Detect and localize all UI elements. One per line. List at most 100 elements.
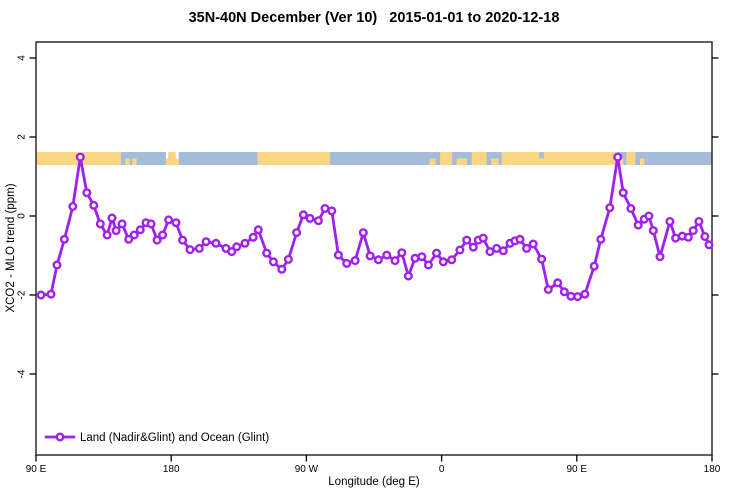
data-point — [164, 215, 174, 225]
data-point — [485, 247, 495, 257]
band-segment-land — [617, 158, 624, 166]
data-point — [178, 235, 188, 245]
data-point — [648, 226, 658, 236]
data-point — [232, 242, 242, 252]
data-point — [573, 292, 583, 302]
band-segment-land — [491, 158, 499, 166]
data-point — [102, 230, 112, 240]
x-tick-label: 0 — [439, 464, 445, 475]
data-point — [553, 278, 563, 288]
data-point — [327, 206, 337, 216]
data-point — [333, 250, 343, 260]
band-segment-land — [456, 158, 468, 166]
chart-title: 35N-40N December (Ver 10) 2015-01-01 to … — [188, 10, 560, 26]
band-segment-land — [512, 152, 618, 166]
data-point — [655, 252, 665, 262]
data-point — [417, 252, 427, 262]
data-point — [248, 232, 258, 242]
band-segment-land — [125, 158, 130, 166]
data-point — [423, 260, 433, 270]
data-point — [462, 235, 472, 245]
y-tick-label: -4 — [17, 369, 28, 378]
data-point — [59, 234, 69, 244]
data-point — [468, 242, 478, 252]
data-point — [298, 210, 308, 220]
data-point — [227, 247, 237, 257]
data-point — [305, 213, 315, 223]
data-point — [382, 250, 392, 260]
band-segment-land — [501, 152, 513, 166]
legend-marker-sample — [55, 432, 65, 442]
data-point — [277, 264, 287, 274]
data-point — [68, 201, 78, 211]
data-point — [700, 231, 710, 241]
data-point — [596, 234, 606, 244]
data-point — [528, 239, 538, 249]
data-point — [365, 251, 375, 261]
data-point — [36, 290, 46, 300]
data-point — [283, 254, 293, 264]
data-point — [373, 255, 383, 265]
data-point — [240, 238, 250, 248]
x-tick-label: 180 — [163, 464, 180, 475]
data-point — [618, 188, 628, 198]
band-segment-land — [471, 152, 487, 166]
data-point — [171, 218, 181, 228]
data-point — [124, 234, 134, 244]
legend-label: Land (Nadir&Glint) and Ocean (Glint) — [80, 432, 269, 444]
band-segment-land — [429, 158, 436, 166]
band-segment-ocean — [647, 152, 712, 166]
data-point — [665, 216, 675, 226]
data-point — [117, 219, 127, 229]
data-point — [704, 240, 714, 250]
data-point — [107, 213, 117, 223]
x-tick-label: 90 W — [295, 464, 319, 475]
y-tick-label: 2 — [17, 134, 28, 140]
data-point — [683, 232, 693, 242]
data-point — [95, 219, 105, 229]
data-point — [515, 234, 525, 244]
band-segment-land — [257, 152, 330, 166]
data-point — [688, 226, 698, 236]
data-point — [605, 203, 615, 213]
data-point — [89, 200, 99, 210]
data-point — [432, 248, 442, 258]
data-point — [403, 271, 413, 281]
data-point — [152, 235, 162, 245]
data-point — [559, 287, 569, 297]
data-point — [694, 216, 704, 226]
data-point — [410, 253, 420, 263]
data-point — [313, 216, 323, 226]
plot-border — [35, 41, 713, 456]
data-point — [129, 230, 139, 240]
data-point — [194, 243, 204, 253]
data-point — [589, 261, 599, 271]
data-point — [211, 238, 221, 248]
x-tick-label: 90 E — [567, 464, 588, 475]
data-point — [626, 203, 636, 213]
data-point — [350, 256, 360, 266]
data-point — [478, 233, 488, 243]
data-point — [135, 225, 145, 235]
data-point — [253, 225, 263, 235]
band-segment-ocean — [329, 152, 430, 166]
x-axis-title: Longitude (deg E) — [328, 476, 420, 488]
y-axis-title: XCO2 - MLO trend (ppm) — [5, 183, 17, 313]
data-point — [158, 230, 168, 240]
band-segment-land — [626, 152, 636, 166]
band-segment-land — [440, 152, 453, 166]
data-point — [82, 188, 92, 198]
data-point — [262, 248, 272, 258]
data-point — [522, 243, 532, 253]
band-segment-land — [132, 158, 137, 166]
data-point — [613, 152, 623, 162]
data-point — [292, 228, 302, 238]
data-point — [342, 258, 352, 268]
data-point — [390, 256, 400, 266]
data-point — [537, 254, 547, 264]
data-point — [633, 220, 643, 230]
data-point — [146, 219, 156, 229]
data-point — [455, 245, 465, 255]
data-point — [447, 255, 457, 265]
